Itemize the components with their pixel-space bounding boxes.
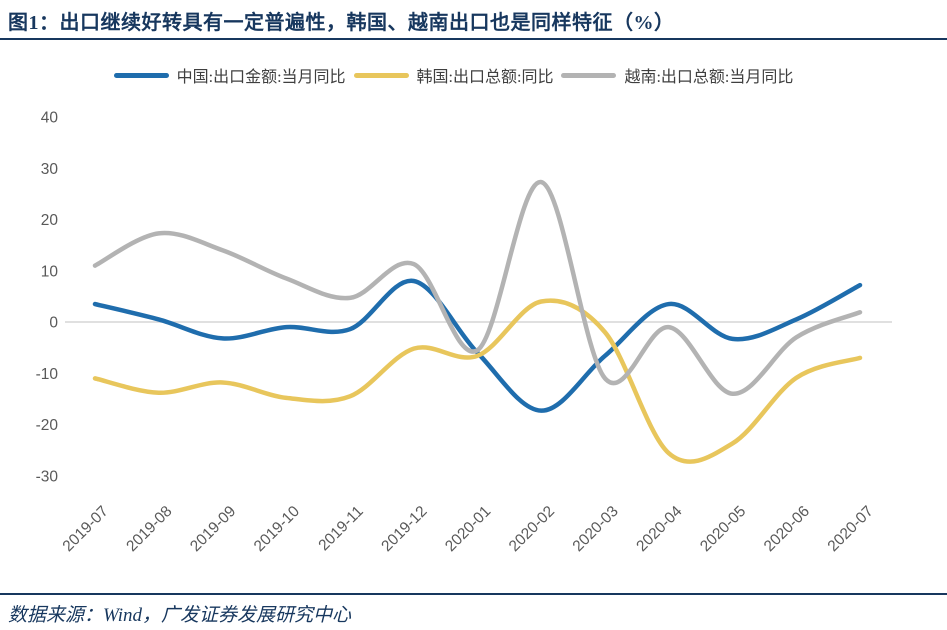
x-axis-tick-label: 2020-04 [633,503,686,556]
x-axis-tick-label: 2020-07 [825,503,877,555]
y-axis-tick-label: -20 [36,417,59,434]
x-axis-tick-label: 2019-09 [187,503,239,555]
x-axis-tick-label: 2020-02 [506,503,558,555]
data-source: 数据来源：Wind，广发证券发展研究中心 [8,605,352,626]
legend-swatch-korea [353,72,409,78]
x-axis-tick-label: 2019-11 [315,503,366,554]
x-axis-tick-label: 2020-05 [697,503,749,555]
legend-label: 越南:出口总额:当月同比 [624,69,794,86]
legend-item-vietnam: 越南:出口总额:当月同比 [561,63,793,87]
x-axis-tick-label: 2020-01 [442,503,494,555]
legend-swatch-vietnam [561,72,617,78]
series-line-korea [92,298,863,464]
figure-title: 图1：出口继续好转具有一定普遍性，韩国、越南出口也是同样特征（%） [8,12,675,34]
legend-label: 中国:出口金额:当月同比 [176,69,346,86]
legend-item-korea: 韩国:出口总额:同比 [353,63,554,87]
x-axis-tick-label: 2019-08 [123,503,175,555]
series-line-china [92,278,863,413]
y-axis-tick-label: 10 [41,263,59,280]
title-divider [0,38,947,40]
x-axis-tick-label: 2020-03 [570,503,622,555]
footer-divider [0,593,947,595]
x-axis-tick-label: 2019-12 [378,503,430,555]
legend-label: 韩国:出口总额:同比 [416,69,554,86]
y-axis-tick-label: -10 [36,366,59,383]
y-axis-tick-label: 0 [49,315,58,332]
y-axis-tick-label: 20 [41,212,59,229]
series-line-vietnam [92,179,863,396]
y-axis-tick-label: 30 [41,161,59,178]
x-axis-tick-label: 2019-10 [251,503,304,556]
legend-swatch-china [113,72,169,78]
chart-legend: 中国:出口金额:当月同比 韩国:出口总额:同比 越南:出口总额:当月同比 [0,60,947,90]
legend-item-china: 中国:出口金额:当月同比 [113,63,346,87]
y-axis-tick-label: -30 [36,468,59,485]
x-axis-tick-label: 2020-06 [761,503,813,555]
y-axis-tick-label: 40 [41,110,59,127]
x-axis-tick-label: 2019-07 [60,503,112,555]
